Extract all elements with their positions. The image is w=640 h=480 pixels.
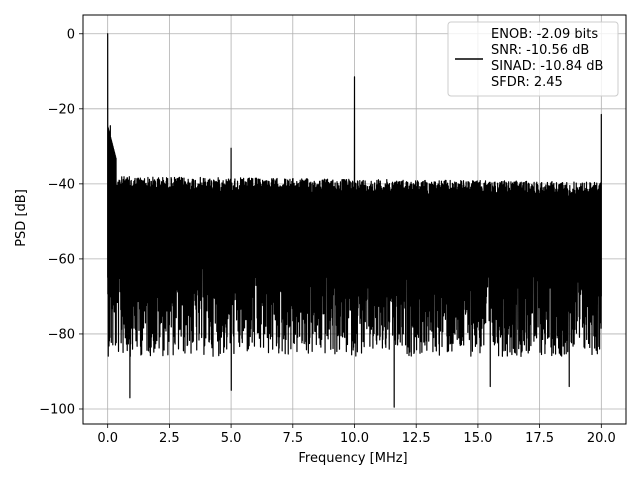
x-tick-label: 12.5 — [402, 431, 431, 446]
x-tick-label: 7.5 — [282, 431, 303, 446]
legend: ENOB: -2.09 bits SNR: -10.56 dB SINAD: -… — [447, 21, 619, 97]
axis-ticks: 0.0 2.5 5.0 7.5 10.0 12.5 15.0 17.5 20.0 0 −20 −40 −… — [39, 27, 616, 446]
x-tick-label: 2.5 — [159, 431, 180, 446]
y-tick-label: −60 — [48, 252, 75, 267]
x-tick-label: 15.0 — [463, 431, 492, 446]
legend-sinad: SINAD: -10.84 dB — [491, 59, 603, 74]
x-axis-label: Frequency [MHz] — [298, 451, 407, 466]
y-tick-label: 0 — [67, 27, 75, 42]
x-tick-label: 10.0 — [340, 431, 369, 446]
psd-series — [107, 33, 602, 408]
legend-box — [447, 21, 619, 97]
y-tick-label: −20 — [48, 102, 75, 117]
x-tick-label: 5.0 — [221, 431, 242, 446]
x-tick-label: 20.0 — [587, 431, 616, 446]
y-tick-label: −80 — [48, 327, 75, 342]
psd-line — [107, 33, 602, 408]
legend-snr: SNR: -10.56 dB — [491, 43, 589, 58]
y-axis-label: PSD [dB] — [14, 189, 29, 247]
x-tick-label: 0.0 — [97, 431, 118, 446]
y-tick-label: −100 — [39, 402, 75, 417]
x-tick-label: 17.5 — [525, 431, 554, 446]
legend-sfdr: SFDR: 2.45 — [491, 75, 563, 90]
legend-enob: ENOB: -2.09 bits — [491, 27, 598, 42]
y-tick-label: −40 — [48, 177, 75, 192]
